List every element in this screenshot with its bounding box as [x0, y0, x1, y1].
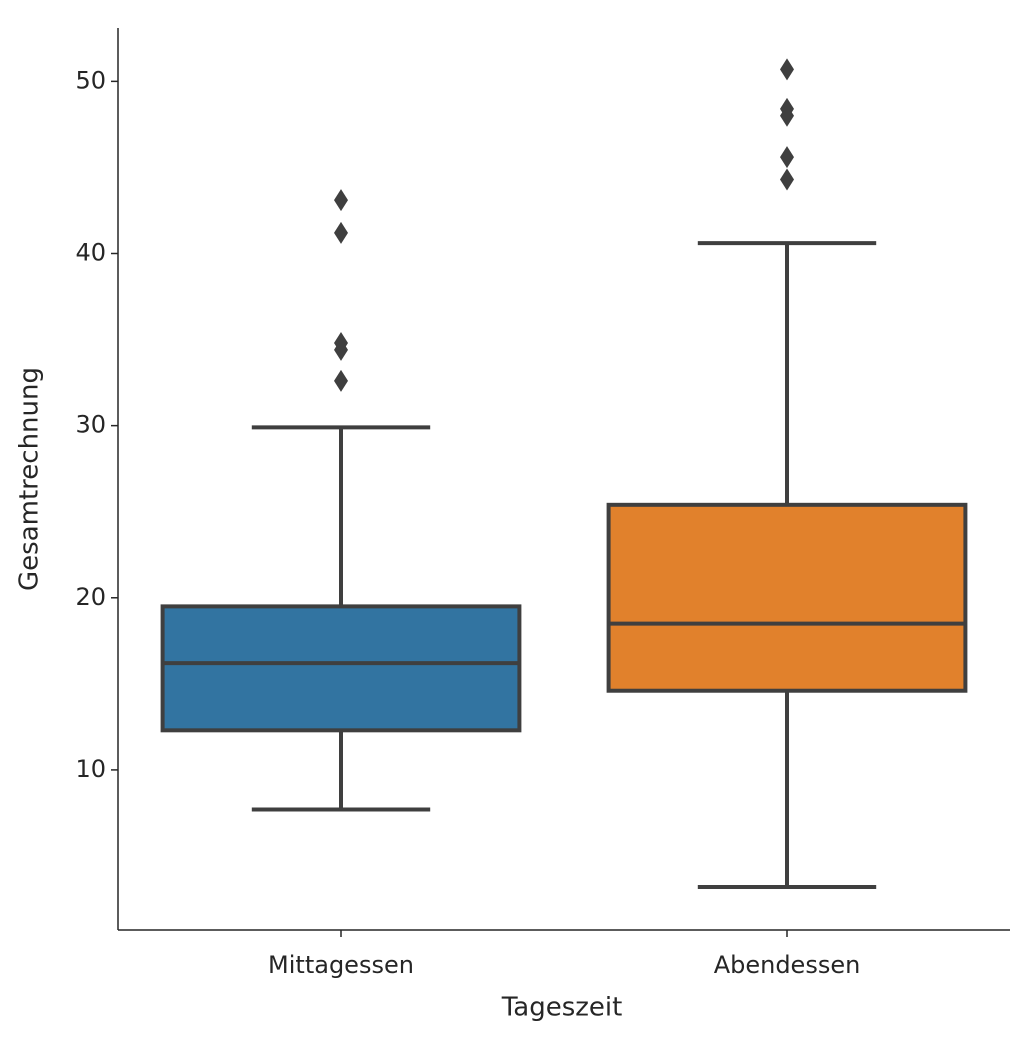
box: [160, 604, 522, 733]
y-tick-label: 10: [75, 755, 106, 783]
outlier: [780, 58, 794, 81]
box: [606, 502, 968, 693]
y-tick-label: 40: [75, 239, 106, 267]
y-tick-label: 20: [75, 583, 106, 611]
y-tick-label: 30: [75, 411, 106, 439]
outlier: [780, 146, 794, 169]
y-axis-label: Gesamtrechnung: [15, 367, 45, 591]
x-tick-label: Mittagessen: [268, 951, 414, 979]
x-axis-label: Tageszeit: [501, 993, 623, 1023]
y-tick-label: 50: [75, 66, 106, 94]
outlier: [334, 338, 348, 361]
outlier: [334, 369, 348, 392]
outlier: [780, 104, 794, 127]
x-tick-label: Abendessen: [714, 951, 861, 979]
outlier: [780, 168, 794, 191]
outlier: [334, 221, 348, 244]
outlier: [334, 189, 348, 212]
